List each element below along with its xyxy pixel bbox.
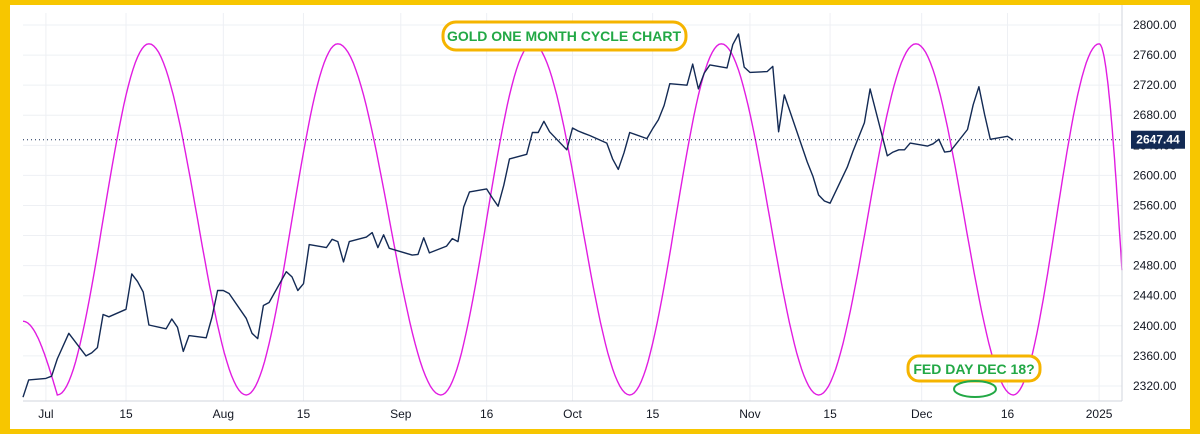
x-tick-label: Dec (911, 407, 932, 421)
chart-frame: 2800.002760.002720.002680.002640.002600.… (10, 5, 1190, 429)
price-series (22, 33, 1014, 398)
y-tick-label: 2680.00 (1133, 108, 1177, 122)
gold-cycle-chart: 2800.002760.002720.002680.002640.002600.… (22, 5, 1185, 421)
x-tick-label: 15 (646, 407, 660, 421)
x-tick-label: Aug (213, 407, 234, 421)
last-price-value: 2647.44 (1136, 133, 1180, 147)
fed-day-annotation: FED DAY DEC 18? (906, 354, 1042, 398)
y-tick-label: 2760.00 (1133, 48, 1177, 62)
x-tick-label: 15 (297, 407, 311, 421)
x-tick-label: 16 (480, 407, 494, 421)
grid-lines (23, 13, 1122, 401)
chart-title: GOLD ONE MONTH CYCLE CHART (447, 28, 682, 44)
y-tick-label: 2720.00 (1133, 78, 1177, 92)
y-tick-label: 2600.00 (1133, 168, 1177, 182)
x-tick-label: Nov (739, 407, 760, 421)
x-tick-label: 15 (823, 407, 837, 421)
title-box (441, 20, 688, 52)
last-price-tag-bg (1131, 130, 1185, 149)
y-tick-label: 2800.00 (1133, 18, 1177, 32)
last-price-tag: 2647.44 (1131, 130, 1185, 149)
y-tick-label: 2520.00 (1133, 229, 1177, 243)
fed-day-circle (953, 380, 997, 398)
fed-day-label: FED DAY DEC 18? (913, 361, 1034, 377)
y-tick-label: 2480.00 (1133, 259, 1177, 273)
x-tick-label: Oct (563, 407, 582, 421)
y-tick-label: 2440.00 (1133, 289, 1177, 303)
y-tick-label: 2400.00 (1133, 319, 1177, 333)
y-tick-label: 2560.00 (1133, 198, 1177, 212)
x-tick-label: 15 (119, 407, 133, 421)
title-annotation: GOLD ONE MONTH CYCLE CHART (441, 20, 688, 52)
y-tick-label: 2320.00 (1133, 379, 1177, 393)
x-tick-label: Sep (390, 407, 412, 421)
axes: 2800.002760.002720.002680.002640.002600.… (23, 5, 1177, 421)
x-tick-label: Jul (38, 407, 53, 421)
y-tick-label: 2360.00 (1133, 349, 1177, 363)
x-tick-label: 2025 (1086, 407, 1113, 421)
x-tick-label: 16 (1001, 407, 1015, 421)
price-line (22, 33, 1014, 398)
